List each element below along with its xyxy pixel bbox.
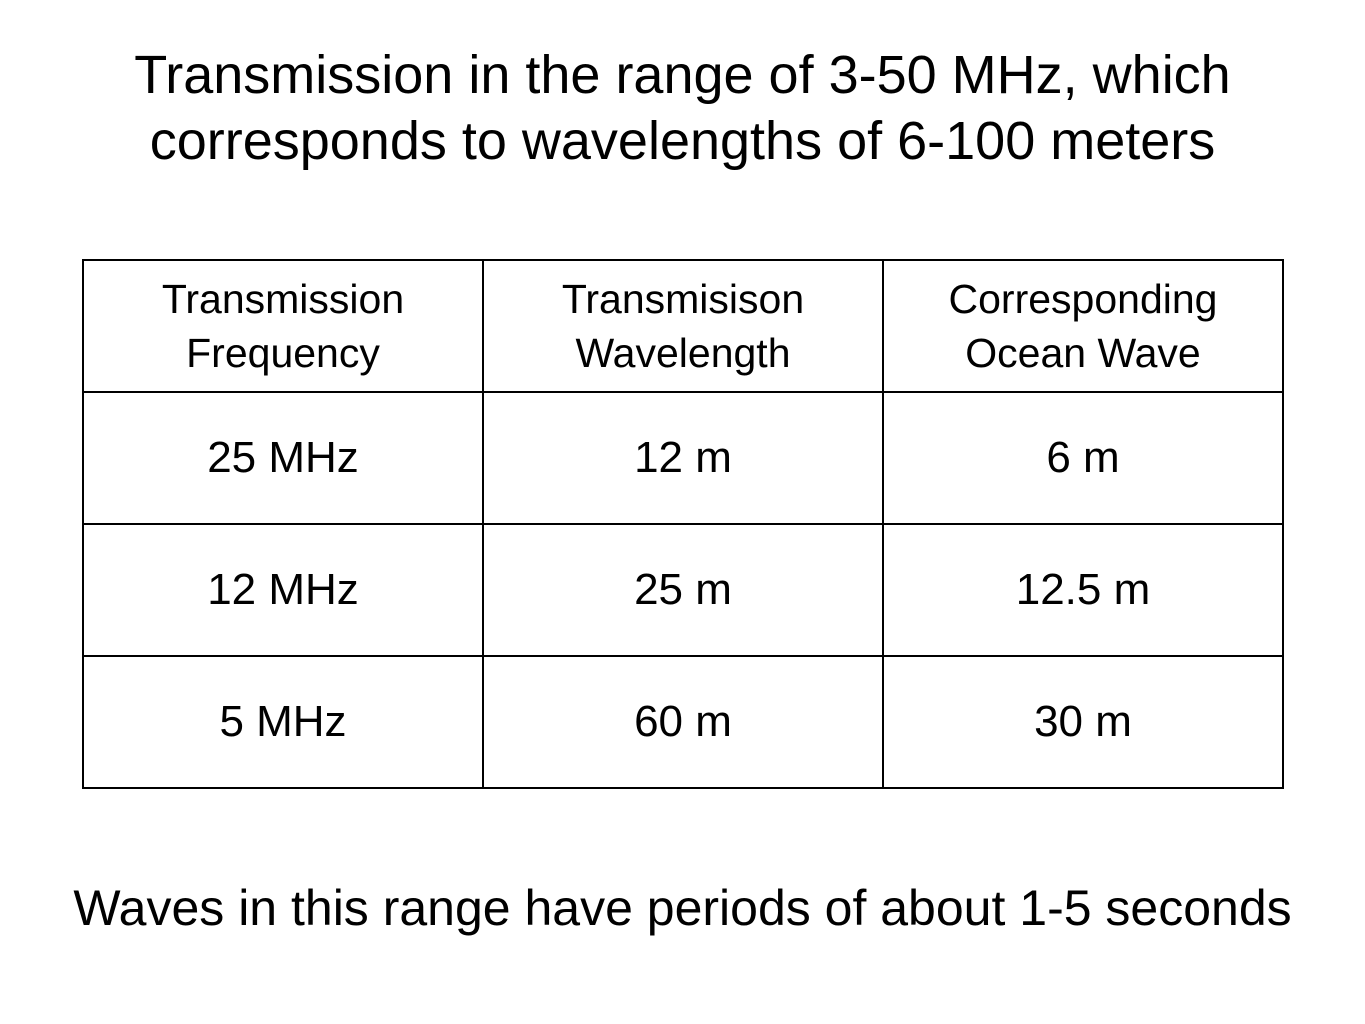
header-transmission-wavelength: Transmisison Wavelength: [482, 259, 884, 393]
table-row: 12 MHz 25 m 12.5 m: [82, 523, 1284, 657]
footer-note: Waves in this range have periods of abou…: [73, 880, 1292, 936]
header-line: Transmission: [161, 276, 405, 322]
table-row: 25 MHz 12 m 6 m: [82, 391, 1284, 525]
cell-wavelength: 12 m: [482, 391, 884, 525]
header-line: Ocean Wave: [965, 330, 1201, 376]
header-line: Corresponding: [948, 276, 1218, 322]
cell-wavelength: 25 m: [482, 523, 884, 657]
cell-frequency: 12 MHz: [82, 523, 484, 657]
header-line: Transmisison: [561, 276, 805, 322]
cell-frequency: 5 MHz: [82, 655, 484, 789]
table-header-row: Transmission Frequency Transmisison Wave…: [82, 259, 1284, 393]
title-line-1: Transmission in the range of 3-50 MHz, w…: [134, 45, 1231, 105]
table-row: 5 MHz 60 m 30 m: [82, 655, 1284, 789]
page-title: Transmission in the range of 3-50 MHz, w…: [0, 42, 1365, 174]
header-line: Wavelength: [575, 330, 791, 376]
cell-wavelength: 60 m: [482, 655, 884, 789]
header-corresponding-ocean-wave: Corresponding Ocean Wave: [882, 259, 1284, 393]
cell-ocean-wave: 6 m: [882, 391, 1284, 525]
header-line: Frequency: [186, 330, 380, 376]
cell-frequency: 25 MHz: [82, 391, 484, 525]
frequency-wavelength-table: Transmission Frequency Transmisison Wave…: [82, 259, 1284, 789]
title-line-2: corresponds to wavelengths of 6-100 mete…: [149, 111, 1216, 171]
cell-ocean-wave: 12.5 m: [882, 523, 1284, 657]
cell-ocean-wave: 30 m: [882, 655, 1284, 789]
header-transmission-frequency: Transmission Frequency: [82, 259, 484, 393]
